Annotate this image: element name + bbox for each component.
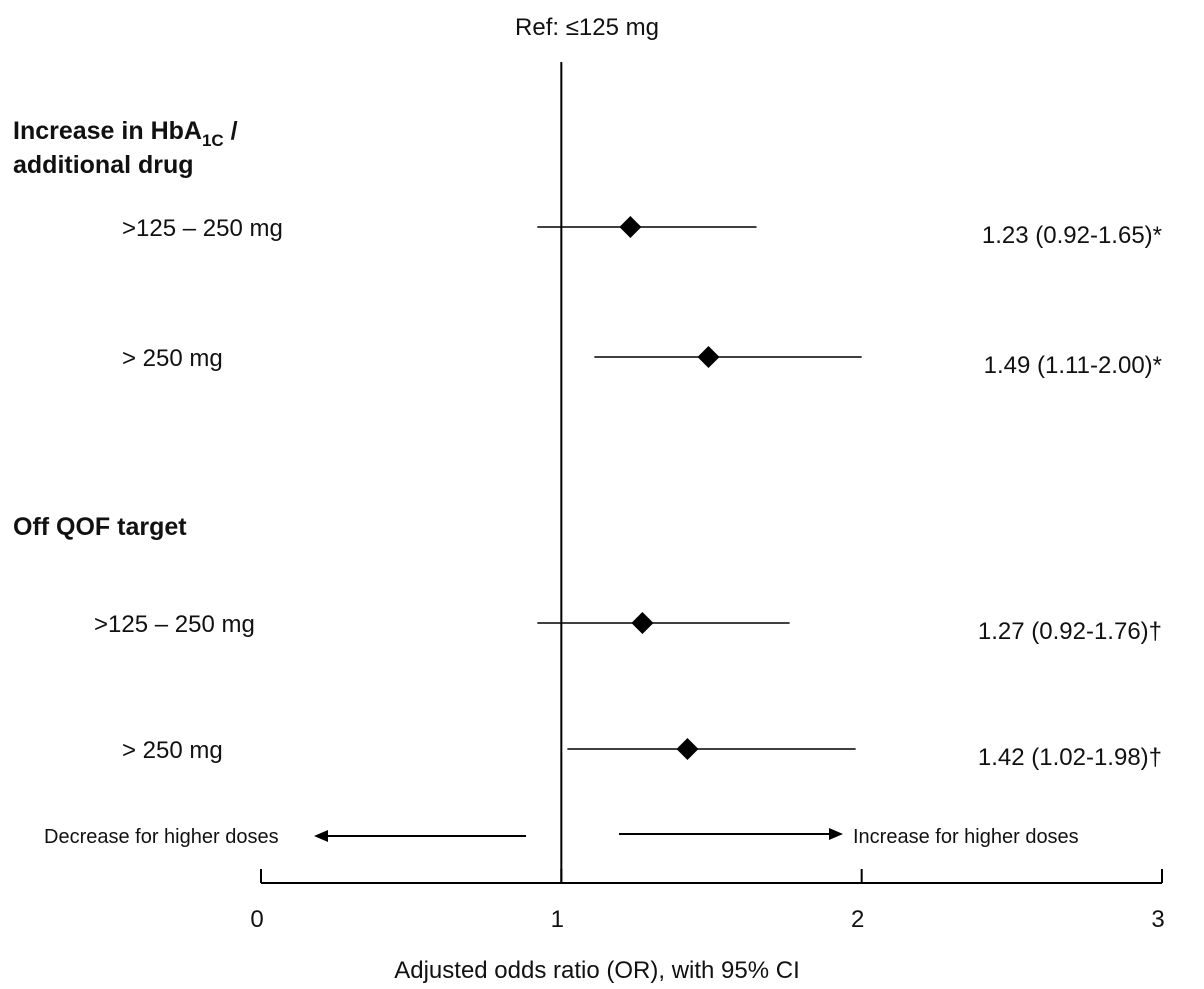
or-value-text: 1.49 (1.11-2.00)* (984, 352, 1162, 379)
group-title-hba1c: Increase in HbA1C / (13, 117, 238, 150)
direction-arrows: Decrease for higher doses Increase for h… (44, 826, 1079, 848)
x-tick-label: 1 (551, 906, 564, 933)
row-label: >125 – 250 mg (94, 611, 255, 638)
x-axis-label: Adjusted odds ratio (OR), with 95% CI (394, 957, 800, 984)
x-tick-label: 0 (250, 906, 263, 933)
x-tick-label: 2 (851, 906, 864, 933)
or-point-marker (676, 738, 699, 760)
forest-rows: >125 – 250 mg 1.23 (0.92-1.65)* > 250 mg 1.… (94, 215, 1162, 771)
reference-label: Ref: ≤125 mg (515, 14, 659, 41)
direction-right-label: Increase for higher doses (853, 826, 1079, 848)
or-point-marker (619, 216, 642, 238)
direction-left-label: Decrease for higher doses (44, 826, 279, 848)
or-value-text: 1.42 (1.02-1.98)† (978, 744, 1162, 771)
or-value-text: 1.27 (0.92-1.76)† (978, 618, 1162, 645)
x-axis: 0 1 2 3 (250, 869, 1165, 933)
group-title-off-qof: Off QOF target (13, 513, 187, 541)
x-tick-label: 3 (1151, 906, 1164, 933)
or-value-text: 1.23 (0.92-1.65)* (982, 222, 1162, 249)
group-title-hba1c-line2: additional drug (13, 151, 194, 179)
row-label: >125 – 250 mg (122, 215, 283, 242)
arrow-right-head (829, 828, 843, 840)
or-point-marker (697, 346, 720, 368)
arrow-left-head (314, 830, 328, 842)
row-label: > 250 mg (122, 345, 223, 372)
row-label: > 250 mg (122, 737, 223, 764)
or-point-marker (631, 612, 654, 634)
